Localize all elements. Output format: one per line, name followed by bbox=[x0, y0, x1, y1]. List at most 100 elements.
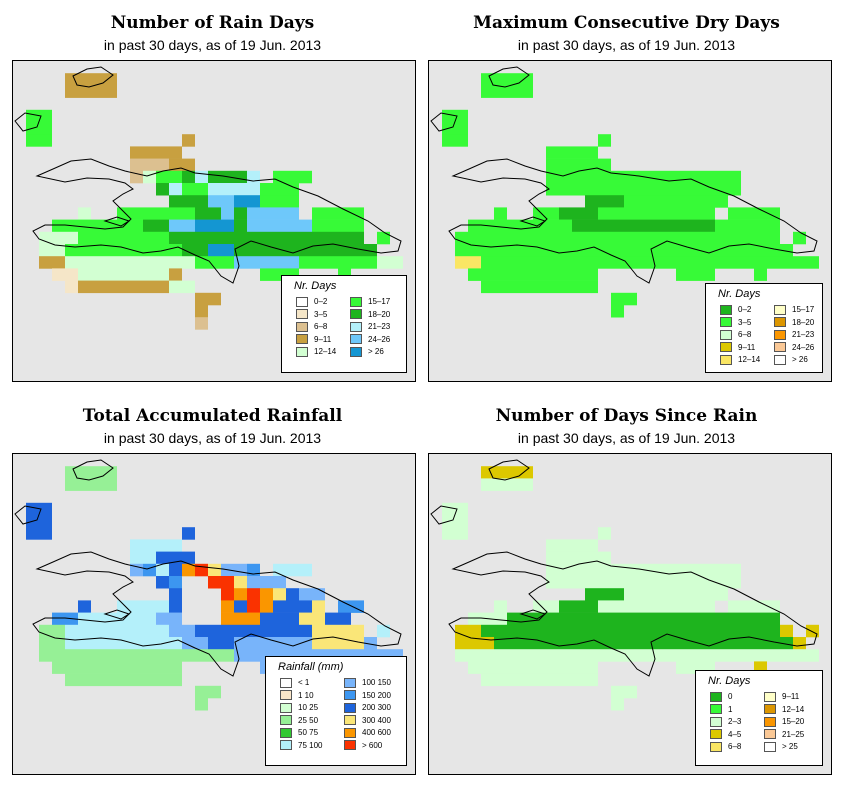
grid-cell bbox=[676, 624, 689, 638]
grid-cell bbox=[585, 207, 598, 220]
grid-cell bbox=[156, 673, 169, 687]
legend-label: 21–23 bbox=[792, 330, 815, 339]
grid-cell bbox=[676, 576, 689, 589]
grid-cell bbox=[624, 170, 637, 184]
grid-cell bbox=[715, 649, 728, 662]
grid-cell bbox=[156, 600, 169, 613]
grid-cell bbox=[780, 649, 793, 662]
panel-subtitle: in past 30 days, as of 19 Jun. 2013 bbox=[103, 430, 322, 446]
grid-cell bbox=[624, 256, 637, 269]
grid-cell bbox=[481, 280, 494, 294]
grid-cell bbox=[195, 195, 208, 208]
legend-entry: 0 bbox=[710, 691, 732, 702]
grid-cell bbox=[208, 563, 221, 577]
grid-cell bbox=[221, 219, 234, 233]
grid-cell bbox=[533, 600, 546, 613]
grid-cell bbox=[117, 256, 130, 269]
map-canvas bbox=[14, 459, 403, 711]
grid-cell bbox=[572, 551, 585, 565]
grid-cell bbox=[169, 624, 182, 638]
grid-cell bbox=[156, 219, 169, 233]
grid-cell bbox=[520, 244, 533, 257]
grid-cell bbox=[624, 231, 637, 245]
grid-cell bbox=[104, 673, 117, 687]
legend-swatch bbox=[710, 741, 722, 752]
grid-cell bbox=[338, 207, 351, 220]
grid-cell bbox=[611, 563, 624, 577]
legend-swatch bbox=[764, 691, 776, 702]
grid-cell bbox=[91, 231, 104, 245]
grid-cell bbox=[260, 207, 273, 220]
grid-cell bbox=[507, 244, 520, 257]
grid-cell bbox=[741, 207, 754, 220]
grid-cell bbox=[585, 195, 598, 208]
legend-label: 25 50 bbox=[298, 715, 319, 725]
grid-cell bbox=[351, 244, 364, 257]
grid-cell bbox=[533, 649, 546, 662]
grid-cell bbox=[559, 207, 572, 220]
grid-cell bbox=[273, 256, 286, 269]
grid-cell bbox=[754, 256, 767, 269]
grid-cell bbox=[780, 244, 793, 257]
grid-cell bbox=[208, 649, 221, 662]
grid-cell bbox=[780, 624, 793, 638]
legend-entry: 6–8 bbox=[710, 741, 741, 752]
grid-cell bbox=[520, 256, 533, 269]
legend-entry: 12–14 bbox=[720, 354, 760, 365]
legend-label: 12–14 bbox=[782, 704, 805, 714]
grid-cell bbox=[169, 637, 182, 650]
grid-cell bbox=[156, 649, 169, 662]
grid-cell bbox=[234, 563, 247, 577]
grid-cell bbox=[598, 207, 611, 220]
grid-cell bbox=[741, 624, 754, 638]
grid-cell bbox=[221, 256, 234, 269]
grid-cell bbox=[338, 219, 351, 233]
grid-cell bbox=[598, 551, 611, 565]
legend-label: 9–11 bbox=[738, 342, 756, 352]
grid-cell bbox=[299, 170, 312, 184]
grid-cell bbox=[143, 170, 156, 184]
legend-swatch bbox=[720, 342, 732, 352]
grid-cell bbox=[117, 673, 130, 687]
grid-cell bbox=[494, 85, 507, 98]
grid-cell bbox=[546, 661, 559, 674]
grid-cell bbox=[468, 268, 481, 281]
grid-cell bbox=[728, 563, 741, 577]
grid-cell bbox=[78, 231, 91, 245]
grid-cell bbox=[728, 219, 741, 233]
grid-cell bbox=[585, 612, 598, 626]
legend-swatch bbox=[710, 704, 722, 714]
grid-cell bbox=[637, 637, 650, 650]
grid-cell bbox=[650, 637, 663, 650]
grid-cell bbox=[130, 673, 143, 687]
grid-cell bbox=[572, 539, 585, 552]
legend-swatch bbox=[720, 317, 732, 327]
grid-cell bbox=[702, 624, 715, 638]
grid-cell bbox=[650, 219, 663, 233]
grid-cell bbox=[39, 231, 52, 245]
grid-cell bbox=[91, 637, 104, 650]
legend-entry: 21–23 bbox=[350, 321, 390, 332]
grid-cell bbox=[572, 280, 585, 294]
grid-cell bbox=[182, 256, 195, 269]
grid-cell bbox=[208, 292, 221, 306]
grid-cell bbox=[702, 600, 715, 613]
grid-cell bbox=[481, 478, 494, 491]
grid-cell bbox=[312, 244, 325, 257]
grid-cell bbox=[26, 502, 39, 516]
grid-cell bbox=[169, 256, 182, 269]
grid-cell bbox=[52, 661, 65, 674]
grid-cell bbox=[234, 576, 247, 589]
grid-cell bbox=[572, 600, 585, 613]
grid-cell bbox=[507, 637, 520, 650]
grid-cell bbox=[598, 649, 611, 662]
grid-cell bbox=[585, 146, 598, 159]
grid-cell bbox=[507, 661, 520, 674]
grid-cell bbox=[65, 256, 78, 269]
legend-label: 0–2 bbox=[738, 305, 752, 314]
grid-cell bbox=[65, 478, 78, 491]
grid-cell bbox=[26, 109, 39, 123]
grid-cell bbox=[286, 600, 299, 613]
grid-cell bbox=[624, 685, 637, 699]
grid-cell bbox=[624, 600, 637, 613]
